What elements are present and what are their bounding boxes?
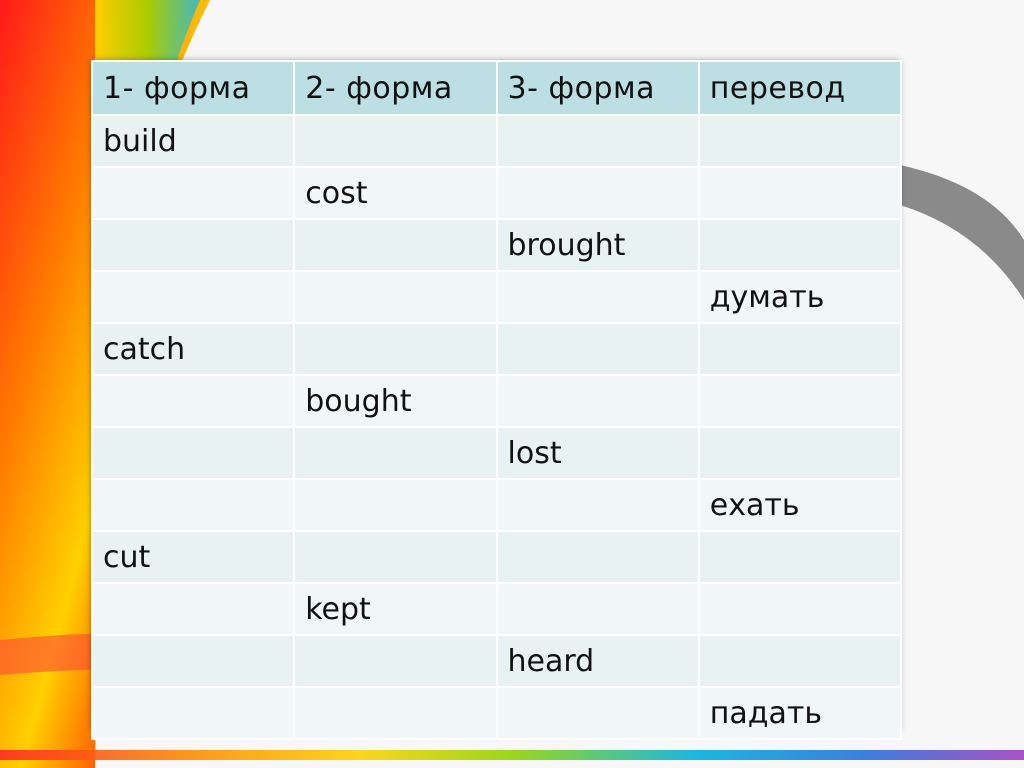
- cell-form-3: lost: [495, 426, 700, 480]
- cell-form-3: [495, 270, 700, 324]
- table-row: думать: [90, 270, 903, 324]
- cell-form-2: [293, 322, 498, 376]
- cell-translation: [697, 374, 903, 428]
- cell-form-2: [293, 478, 498, 532]
- cell-form-3: [495, 582, 700, 636]
- cell-form-3: [495, 114, 700, 168]
- cell-translation: [697, 114, 903, 168]
- verb-forms-table-container: 1- форма 2- форма 3- форма перевод build…: [90, 60, 903, 740]
- header-form-1: 1- форма: [90, 60, 296, 116]
- cell-form-2: [293, 218, 498, 272]
- cell-translation: [697, 530, 903, 584]
- cell-form-2: bought: [293, 374, 498, 428]
- table-row: catch: [90, 322, 903, 376]
- rainbow-bottom-stripe: [0, 750, 1024, 760]
- header-form-2: 2- форма: [293, 60, 498, 116]
- table-row: cost: [90, 166, 903, 220]
- table-row: build: [90, 114, 903, 168]
- cell-translation: [697, 426, 903, 480]
- cell-translation: [697, 634, 903, 688]
- table-row: kept: [90, 582, 903, 636]
- header-row: 1- форма 2- форма 3- форма перевод: [90, 60, 903, 116]
- cell-form-3: [495, 478, 700, 532]
- cell-translation: падать: [697, 686, 903, 740]
- cell-translation: [697, 322, 903, 376]
- cell-form-1: [90, 218, 296, 272]
- table-row: ехать: [90, 478, 903, 532]
- cell-form-1: [90, 582, 296, 636]
- cell-translation: ехать: [697, 478, 903, 532]
- cell-form-3: heard: [495, 634, 700, 688]
- cell-form-3: [495, 530, 700, 584]
- cell-form-3: [495, 686, 700, 740]
- cell-form-1: [90, 478, 296, 532]
- header-translation: перевод: [697, 60, 903, 116]
- cell-form-3: [495, 322, 700, 376]
- verb-forms-table: 1- форма 2- форма 3- форма перевод build…: [90, 60, 903, 740]
- cell-form-2: kept: [293, 582, 498, 636]
- cell-translation: [697, 582, 903, 636]
- cell-form-1: [90, 634, 296, 688]
- table-row: heard: [90, 634, 903, 688]
- cell-form-1: [90, 166, 296, 220]
- cell-form-2: cost: [293, 166, 498, 220]
- cell-form-1: catch: [90, 322, 296, 376]
- cell-form-1: [90, 270, 296, 324]
- table-row: падать: [90, 686, 903, 740]
- cell-form-1: [90, 686, 296, 740]
- cell-form-3: [495, 166, 700, 220]
- cell-form-1: [90, 426, 296, 480]
- table-row: bought: [90, 374, 903, 428]
- cell-form-3: [495, 374, 700, 428]
- cell-form-2: [293, 530, 498, 584]
- cell-translation: думать: [697, 270, 903, 324]
- cell-form-1: cut: [90, 530, 296, 584]
- cell-form-1: build: [90, 114, 296, 168]
- gray-arc-decoration: [900, 165, 1024, 300]
- cell-form-2: [293, 114, 498, 168]
- cell-form-2: [293, 270, 498, 324]
- cell-form-3: brought: [495, 218, 700, 272]
- cell-form-2: [293, 426, 498, 480]
- table-row: brought: [90, 218, 903, 272]
- table-row: cut: [90, 530, 903, 584]
- cell-translation: [697, 166, 903, 220]
- cell-form-2: [293, 634, 498, 688]
- table-row: lost: [90, 426, 903, 480]
- cell-translation: [697, 218, 903, 272]
- cell-form-1: [90, 374, 296, 428]
- header-form-3: 3- форма: [495, 60, 700, 116]
- cell-form-2: [293, 686, 498, 740]
